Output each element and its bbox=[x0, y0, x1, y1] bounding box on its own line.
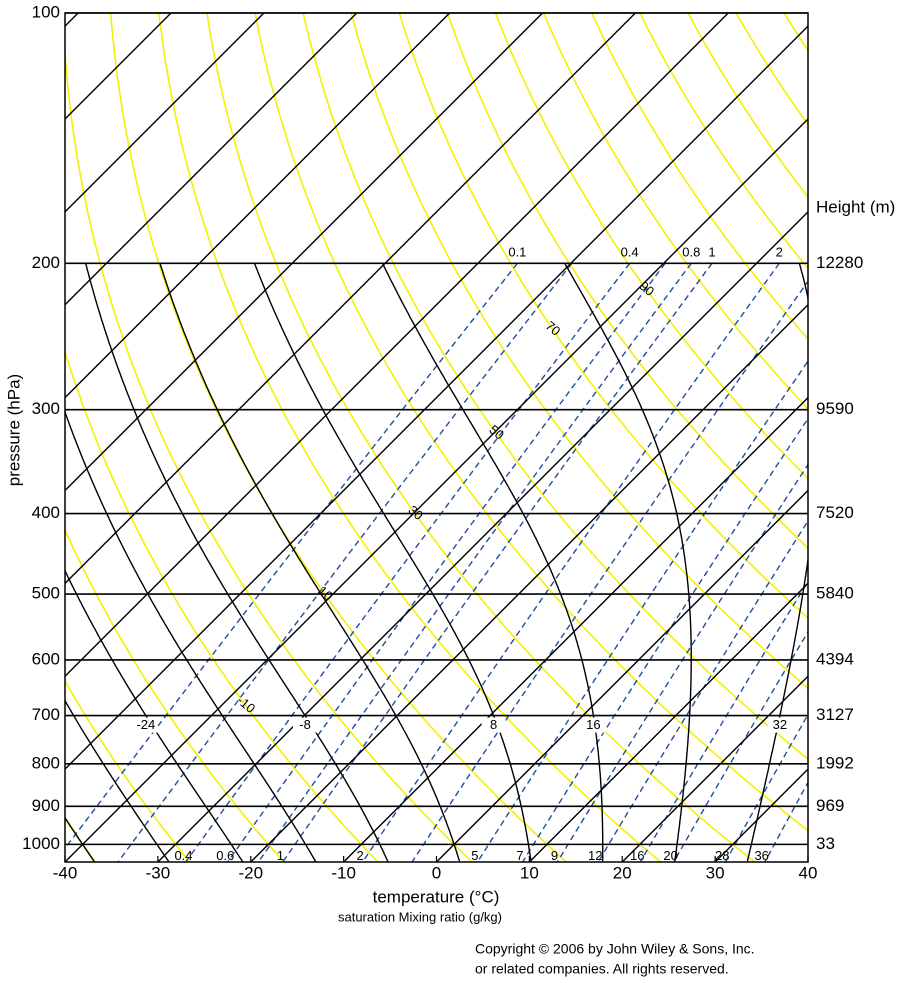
moist-adiabat-label: 16 bbox=[586, 717, 600, 732]
y-tick-label: 800 bbox=[32, 753, 60, 772]
x-tick-label: -30 bbox=[146, 863, 171, 882]
height-label: 12280 bbox=[816, 253, 863, 272]
y-tick-label: 600 bbox=[32, 649, 60, 668]
plot-area bbox=[0, 13, 914, 862]
moist-adiabat-label: 32 bbox=[773, 717, 787, 732]
height-label: 9590 bbox=[816, 399, 854, 418]
mixing-ratio-label: 0.6 bbox=[216, 848, 234, 863]
plot-frame bbox=[65, 13, 808, 862]
height-label: 7520 bbox=[816, 503, 854, 522]
mixing-ratio-line bbox=[186, 263, 630, 862]
isotherm bbox=[715, 13, 914, 862]
isotherm bbox=[0, 13, 543, 862]
dry-adiabat bbox=[640, 13, 914, 862]
mixing-ratio-line bbox=[674, 263, 914, 862]
isotherm bbox=[344, 13, 914, 862]
mixing-ratio-label: 20 bbox=[663, 848, 677, 863]
mixing-ratio-label: 7 bbox=[516, 848, 523, 863]
moist-adiabat bbox=[0, 263, 169, 862]
dry-adiabat bbox=[0, 13, 284, 862]
mixing-ratio-line bbox=[118, 263, 572, 862]
x-tick-label: 30 bbox=[706, 863, 725, 882]
mixing-ratio-label: 1 bbox=[708, 245, 715, 260]
mixing-ratio-label: 0.4 bbox=[174, 848, 192, 863]
mixing-ratio-label: 2 bbox=[356, 848, 363, 863]
dry-adiabat-label: 70 bbox=[543, 318, 564, 339]
isotherm bbox=[0, 13, 450, 862]
y-tick-label: 100 bbox=[32, 2, 60, 21]
isotherm bbox=[158, 13, 914, 862]
y-tick-label: 700 bbox=[32, 705, 60, 724]
y-tick-label: 1000 bbox=[22, 834, 60, 853]
x-tick-label: 20 bbox=[613, 863, 632, 882]
dry-adiabat bbox=[496, 13, 914, 862]
x-tick-label: 10 bbox=[520, 863, 539, 882]
dry-adiabat bbox=[688, 13, 914, 862]
mixing-ratio-line bbox=[523, 263, 913, 862]
mixing-ratio-label: 5 bbox=[471, 848, 478, 863]
x-tick-label: -20 bbox=[238, 863, 263, 882]
moist-adiabat-label: -24 bbox=[136, 717, 155, 732]
mixing-ratio-label: 36 bbox=[754, 848, 768, 863]
moist-adiabat-label: -8 bbox=[299, 717, 311, 732]
mixing-ratio-label: 0.1 bbox=[508, 245, 526, 260]
x-tick-label: 40 bbox=[799, 863, 818, 882]
moist-adiabat-label: 8 bbox=[490, 717, 497, 732]
y-axis-title: pressure (hPa) bbox=[4, 374, 23, 486]
dry-adiabat bbox=[15, 13, 378, 862]
mixing-ratio-label: 16 bbox=[630, 848, 644, 863]
y-tick-label: 400 bbox=[32, 503, 60, 522]
y-tick-label: 300 bbox=[32, 399, 60, 418]
isotherm bbox=[0, 13, 264, 862]
mixing-ratio-label: 0.4 bbox=[621, 245, 639, 260]
isotherm bbox=[808, 13, 914, 862]
height-label: 5840 bbox=[816, 584, 854, 603]
dry-adiabat bbox=[448, 13, 914, 862]
dry-adiabat bbox=[351, 13, 914, 862]
x-tick-label: 0 bbox=[432, 863, 441, 882]
height-label: 33 bbox=[816, 834, 835, 853]
y-tick-label: 200 bbox=[32, 253, 60, 272]
height-label: 1992 bbox=[816, 753, 854, 772]
mixing-ratio-line bbox=[55, 263, 518, 862]
mixing-ratio-line bbox=[640, 263, 914, 862]
height-label: 969 bbox=[816, 796, 844, 815]
dry-adiabat bbox=[255, 13, 849, 862]
mixing-ratio-label: 12 bbox=[588, 848, 602, 863]
mixing-ratio-label: 9 bbox=[551, 848, 558, 863]
dry-adiabat bbox=[784, 13, 914, 862]
x-tick-label: -40 bbox=[53, 863, 78, 882]
mixing-ratio-line bbox=[258, 263, 691, 862]
mixing-ratio-label: 28 bbox=[715, 848, 729, 863]
isotherm bbox=[529, 13, 914, 862]
x-axis-subtitle: saturation Mixing ratio (g/kg) bbox=[338, 909, 502, 924]
dry-adiabat bbox=[736, 13, 914, 862]
dry-adiabat-label: -10 bbox=[234, 693, 258, 717]
mixing-ratio-label: 1 bbox=[277, 848, 284, 863]
y-tick-label: 500 bbox=[32, 584, 60, 603]
copyright: or related companies. All rights reserve… bbox=[475, 961, 729, 977]
dry-adiabat bbox=[544, 13, 914, 862]
x-axis-title: temperature (°C) bbox=[373, 887, 500, 906]
isotherm bbox=[65, 13, 914, 862]
dry-adiabat bbox=[207, 13, 755, 862]
height-axis-title: Height (m) bbox=[816, 197, 895, 216]
height-label: 3127 bbox=[816, 705, 854, 724]
copyright: Copyright © 2006 by John Wiley & Sons, I… bbox=[475, 941, 755, 957]
moist-adiabat bbox=[160, 263, 460, 862]
dry-adiabat bbox=[832, 13, 914, 862]
y-tick-label: 900 bbox=[32, 796, 60, 815]
x-tick-label: -10 bbox=[331, 863, 356, 882]
height-label: 4394 bbox=[816, 649, 854, 668]
mixing-ratio-label: 0.8 bbox=[682, 245, 700, 260]
mixing-ratio-label: 2 bbox=[776, 245, 783, 260]
dry-adiabat bbox=[592, 13, 914, 862]
